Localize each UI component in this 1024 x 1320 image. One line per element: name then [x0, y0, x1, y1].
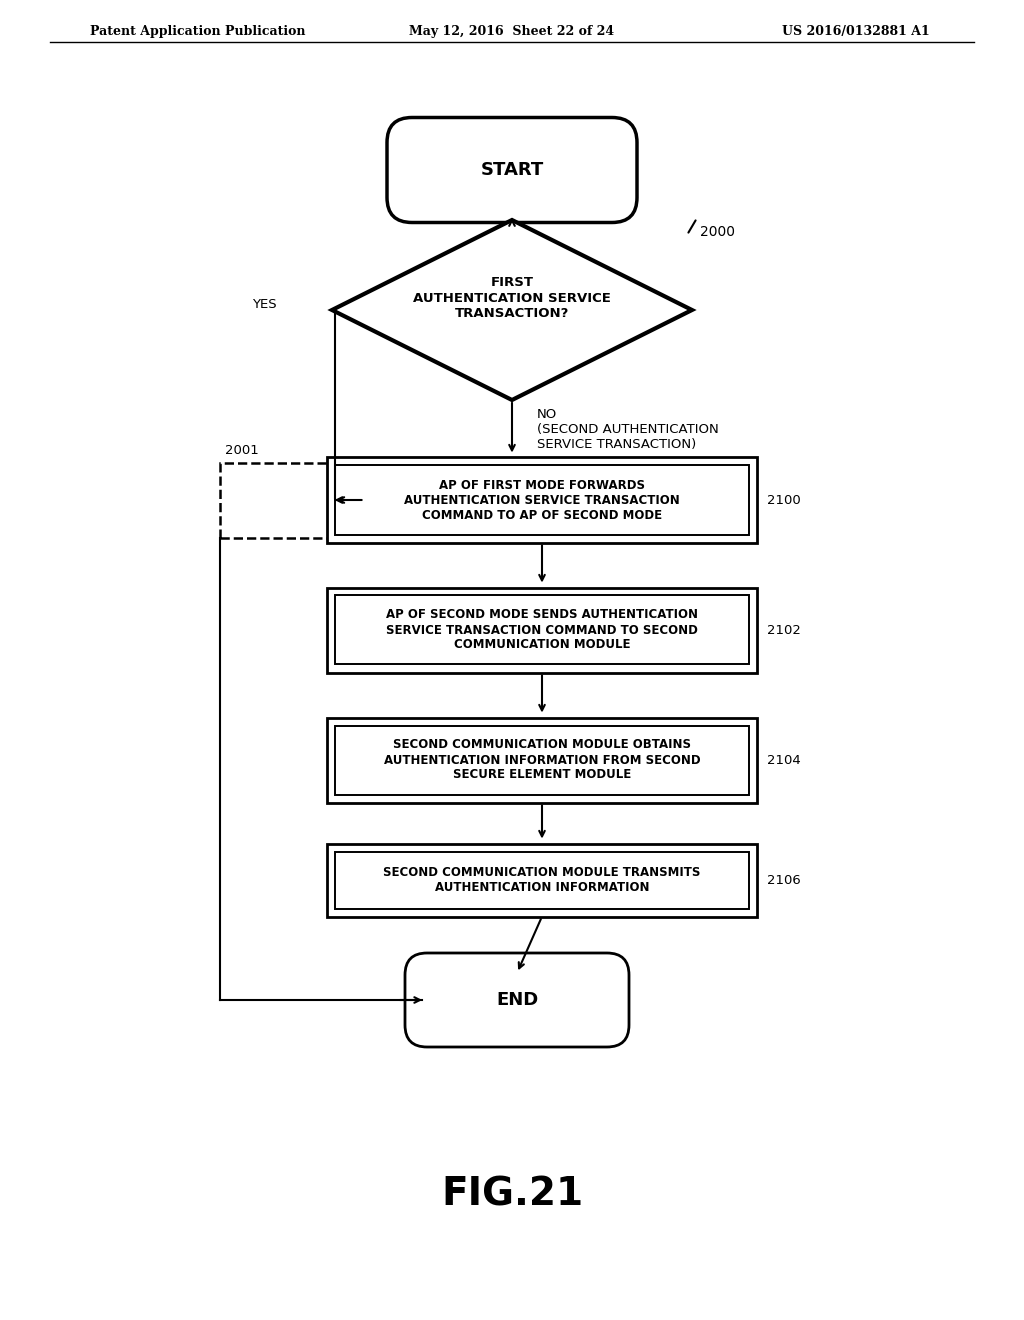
Text: US 2016/0132881 A1: US 2016/0132881 A1 — [782, 25, 930, 38]
Bar — [219, 462, 335, 537]
Text: 2104: 2104 — [767, 754, 801, 767]
Text: May 12, 2016  Sheet 22 of 24: May 12, 2016 Sheet 22 of 24 — [410, 25, 614, 38]
Text: Patent Application Publication: Patent Application Publication — [90, 25, 305, 38]
Bar — [335, 466, 749, 535]
Bar — [335, 726, 749, 795]
Text: 2000: 2000 — [700, 224, 735, 239]
Text: AP OF FIRST MODE FORWARDS
AUTHENTICATION SERVICE TRANSACTION
COMMAND TO AP OF SE: AP OF FIRST MODE FORWARDS AUTHENTICATION… — [404, 479, 680, 521]
Text: AP OF SECOND MODE SENDS AUTHENTICATION
SERVICE TRANSACTION COMMAND TO SECOND
COM: AP OF SECOND MODE SENDS AUTHENTICATION S… — [386, 609, 698, 652]
Text: FIRST
AUTHENTICATION SERVICE
TRANSACTION?: FIRST AUTHENTICATION SERVICE TRANSACTION… — [413, 276, 611, 319]
Bar — [327, 843, 757, 916]
Polygon shape — [332, 220, 692, 400]
Text: NO
(SECOND AUTHENTICATION
SERVICE TRANSACTION): NO (SECOND AUTHENTICATION SERVICE TRANSA… — [537, 408, 719, 451]
Text: SECOND COMMUNICATION MODULE OBTAINS
AUTHENTICATION INFORMATION FROM SECOND
SECUR: SECOND COMMUNICATION MODULE OBTAINS AUTH… — [384, 738, 700, 781]
Text: 2100: 2100 — [767, 494, 801, 507]
Bar — [335, 851, 749, 908]
Text: SECOND COMMUNICATION MODULE TRANSMITS
AUTHENTICATION INFORMATION: SECOND COMMUNICATION MODULE TRANSMITS AU… — [383, 866, 700, 894]
Text: 2102: 2102 — [767, 623, 801, 636]
Text: 2106: 2106 — [767, 874, 801, 887]
Text: START: START — [480, 161, 544, 180]
Bar — [327, 587, 757, 672]
Bar — [327, 718, 757, 803]
Text: END: END — [496, 991, 539, 1008]
Text: YES: YES — [252, 298, 276, 312]
Bar — [335, 595, 749, 664]
Bar — [327, 458, 757, 543]
FancyBboxPatch shape — [387, 117, 637, 223]
Text: FIG.21: FIG.21 — [441, 1176, 583, 1214]
FancyBboxPatch shape — [406, 953, 629, 1047]
Text: 2001: 2001 — [224, 445, 258, 458]
